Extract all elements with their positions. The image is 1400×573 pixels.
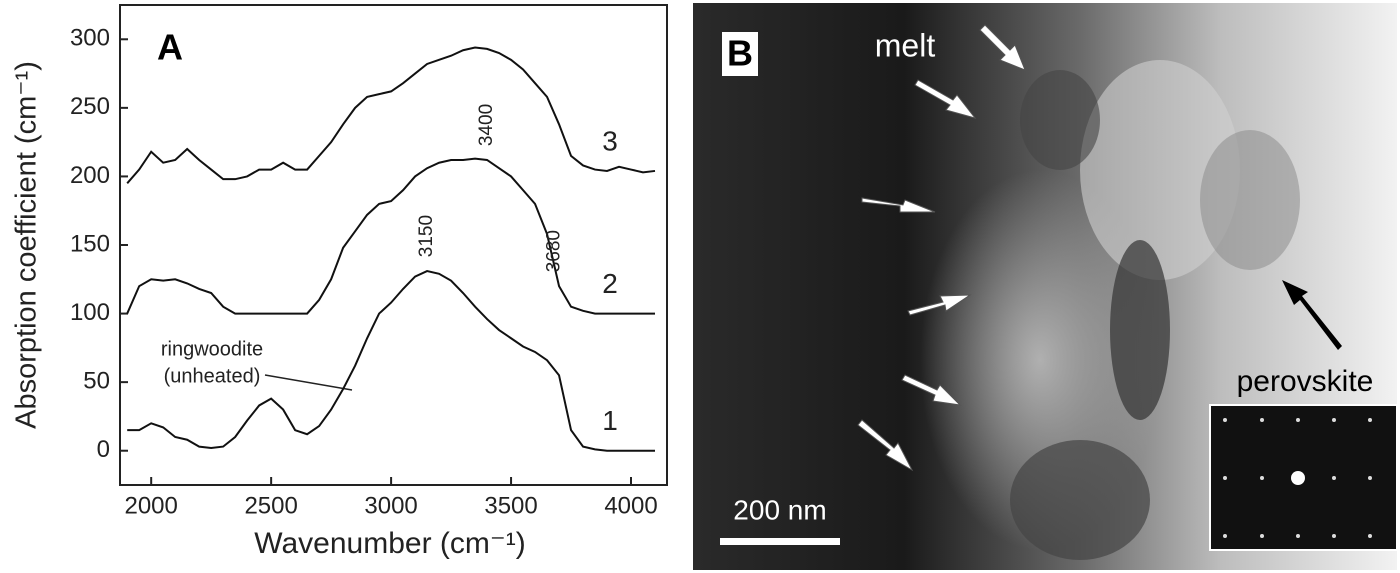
peak-label: 3150	[416, 215, 437, 257]
annotation: ringwoodite	[161, 338, 263, 360]
y-tick-label: 200	[70, 162, 110, 189]
tem-image	[693, 3, 1398, 570]
panel-label: A	[157, 27, 183, 68]
x-tick-label: 3000	[364, 492, 417, 519]
spectrum-line	[127, 270, 656, 452]
spectrum-line	[126, 46, 656, 184]
peak-label: 3400	[476, 104, 497, 146]
plot-frame	[119, 4, 668, 486]
curve-label: 2	[602, 268, 618, 299]
x-tick-label: 3500	[484, 492, 537, 519]
spectrum-line	[126, 157, 656, 315]
curve-label: 3	[602, 125, 618, 156]
panel-label: B	[727, 33, 753, 74]
y-tick-label: 250	[70, 93, 110, 120]
x-axis-title: Wavenumber (cm⁻¹)	[254, 527, 525, 560]
scale-bar-label: 200 nm	[733, 494, 826, 525]
y-tick-label: 50	[83, 367, 110, 394]
y-tick-label: 0	[97, 436, 110, 463]
panel-label-box	[152, 26, 190, 66]
melt-label: melt	[875, 27, 936, 63]
perovskite-label: perovskite	[1237, 365, 1374, 398]
annotation: (unheated)	[164, 365, 261, 387]
y-tick-label: 300	[70, 25, 110, 52]
y-tick-label: 100	[70, 299, 110, 326]
x-tick-label: 2000	[124, 492, 177, 519]
x-tick-label: 4000	[604, 492, 657, 519]
curve-label: 1	[602, 405, 618, 436]
peak-label: 3680	[543, 230, 564, 272]
x-tick-label: 2500	[244, 492, 297, 519]
annotation-leader	[264, 374, 353, 391]
y-tick-label: 150	[70, 230, 110, 257]
y-axis-title: Absorption coefficient (cm⁻¹)	[11, 61, 43, 429]
